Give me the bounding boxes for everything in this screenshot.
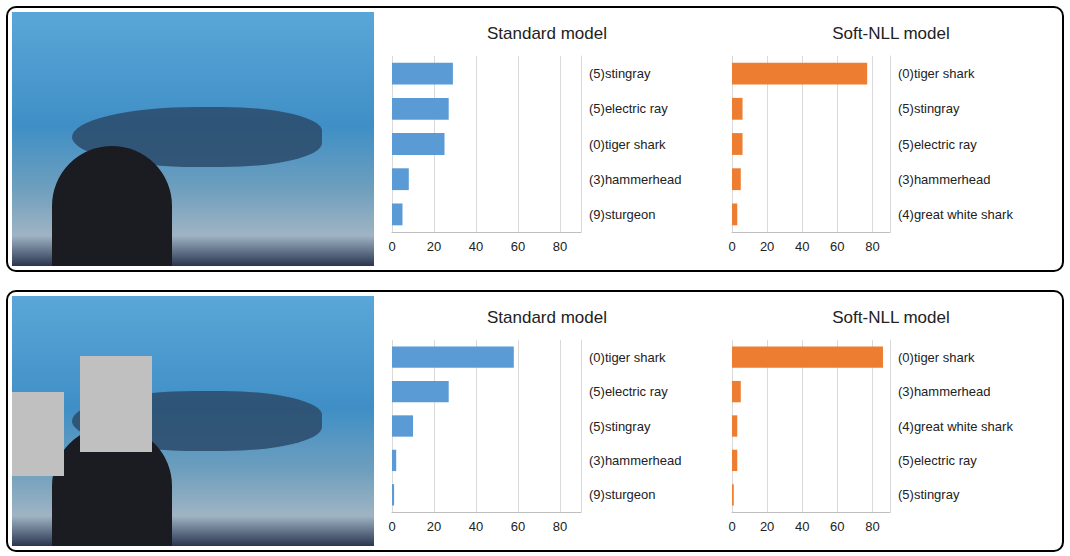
svg-text:(5)electric ray: (5)electric ray xyxy=(898,137,977,152)
svg-text:(9)sturgeon: (9)sturgeon xyxy=(589,207,655,222)
svg-text:40: 40 xyxy=(469,519,483,534)
svg-text:(5)stingray: (5)stingray xyxy=(589,66,651,81)
svg-text:20: 20 xyxy=(427,519,441,534)
svg-text:(5)electric ray: (5)electric ray xyxy=(589,384,668,399)
svg-text:60: 60 xyxy=(830,239,844,254)
svg-text:40: 40 xyxy=(469,239,483,254)
svg-text:(0)tiger shark: (0)tiger shark xyxy=(589,137,666,152)
svg-text:(3)hammerhead: (3)hammerhead xyxy=(898,172,991,187)
svg-text:(4)great white shark: (4)great white shark xyxy=(898,419,1013,434)
svg-text:(3)hammerhead: (3)hammerhead xyxy=(589,172,682,187)
svg-text:0: 0 xyxy=(388,519,395,534)
svg-text:80: 80 xyxy=(553,519,567,534)
svg-text:Soft-NLL model: Soft-NLL model xyxy=(832,308,949,327)
svg-text:60: 60 xyxy=(511,519,525,534)
svg-text:(5)stingray: (5)stingray xyxy=(898,101,960,116)
svg-text:40: 40 xyxy=(795,519,809,534)
svg-text:0: 0 xyxy=(728,519,735,534)
svg-text:Standard model: Standard model xyxy=(487,308,607,327)
svg-text:80: 80 xyxy=(865,239,879,254)
svg-text:0: 0 xyxy=(388,239,395,254)
svg-text:(3)hammerhead: (3)hammerhead xyxy=(898,384,991,399)
svg-text:20: 20 xyxy=(427,239,441,254)
svg-text:Standard model: Standard model xyxy=(487,24,607,43)
svg-text:(5)stingray: (5)stingray xyxy=(898,487,960,502)
svg-text:0: 0 xyxy=(728,239,735,254)
svg-text:60: 60 xyxy=(830,519,844,534)
svg-text:40: 40 xyxy=(795,239,809,254)
svg-text:(5)stingray: (5)stingray xyxy=(589,419,651,434)
svg-text:20: 20 xyxy=(760,519,774,534)
svg-text:80: 80 xyxy=(865,519,879,534)
svg-text:(5)electric ray: (5)electric ray xyxy=(589,101,668,116)
svg-text:(0)tiger shark: (0)tiger shark xyxy=(589,350,666,365)
svg-text:(3)hammerhead: (3)hammerhead xyxy=(589,453,682,468)
svg-text:60: 60 xyxy=(511,239,525,254)
svg-text:(4)great white shark: (4)great white shark xyxy=(898,207,1013,222)
svg-text:(9)sturgeon: (9)sturgeon xyxy=(589,487,655,502)
svg-text:Soft-NLL model: Soft-NLL model xyxy=(832,24,949,43)
svg-text:(5)electric ray: (5)electric ray xyxy=(898,453,977,468)
svg-text:(0)tiger shark: (0)tiger shark xyxy=(898,66,975,81)
svg-text:(0)tiger shark: (0)tiger shark xyxy=(898,350,975,365)
svg-text:80: 80 xyxy=(553,239,567,254)
svg-text:20: 20 xyxy=(760,239,774,254)
